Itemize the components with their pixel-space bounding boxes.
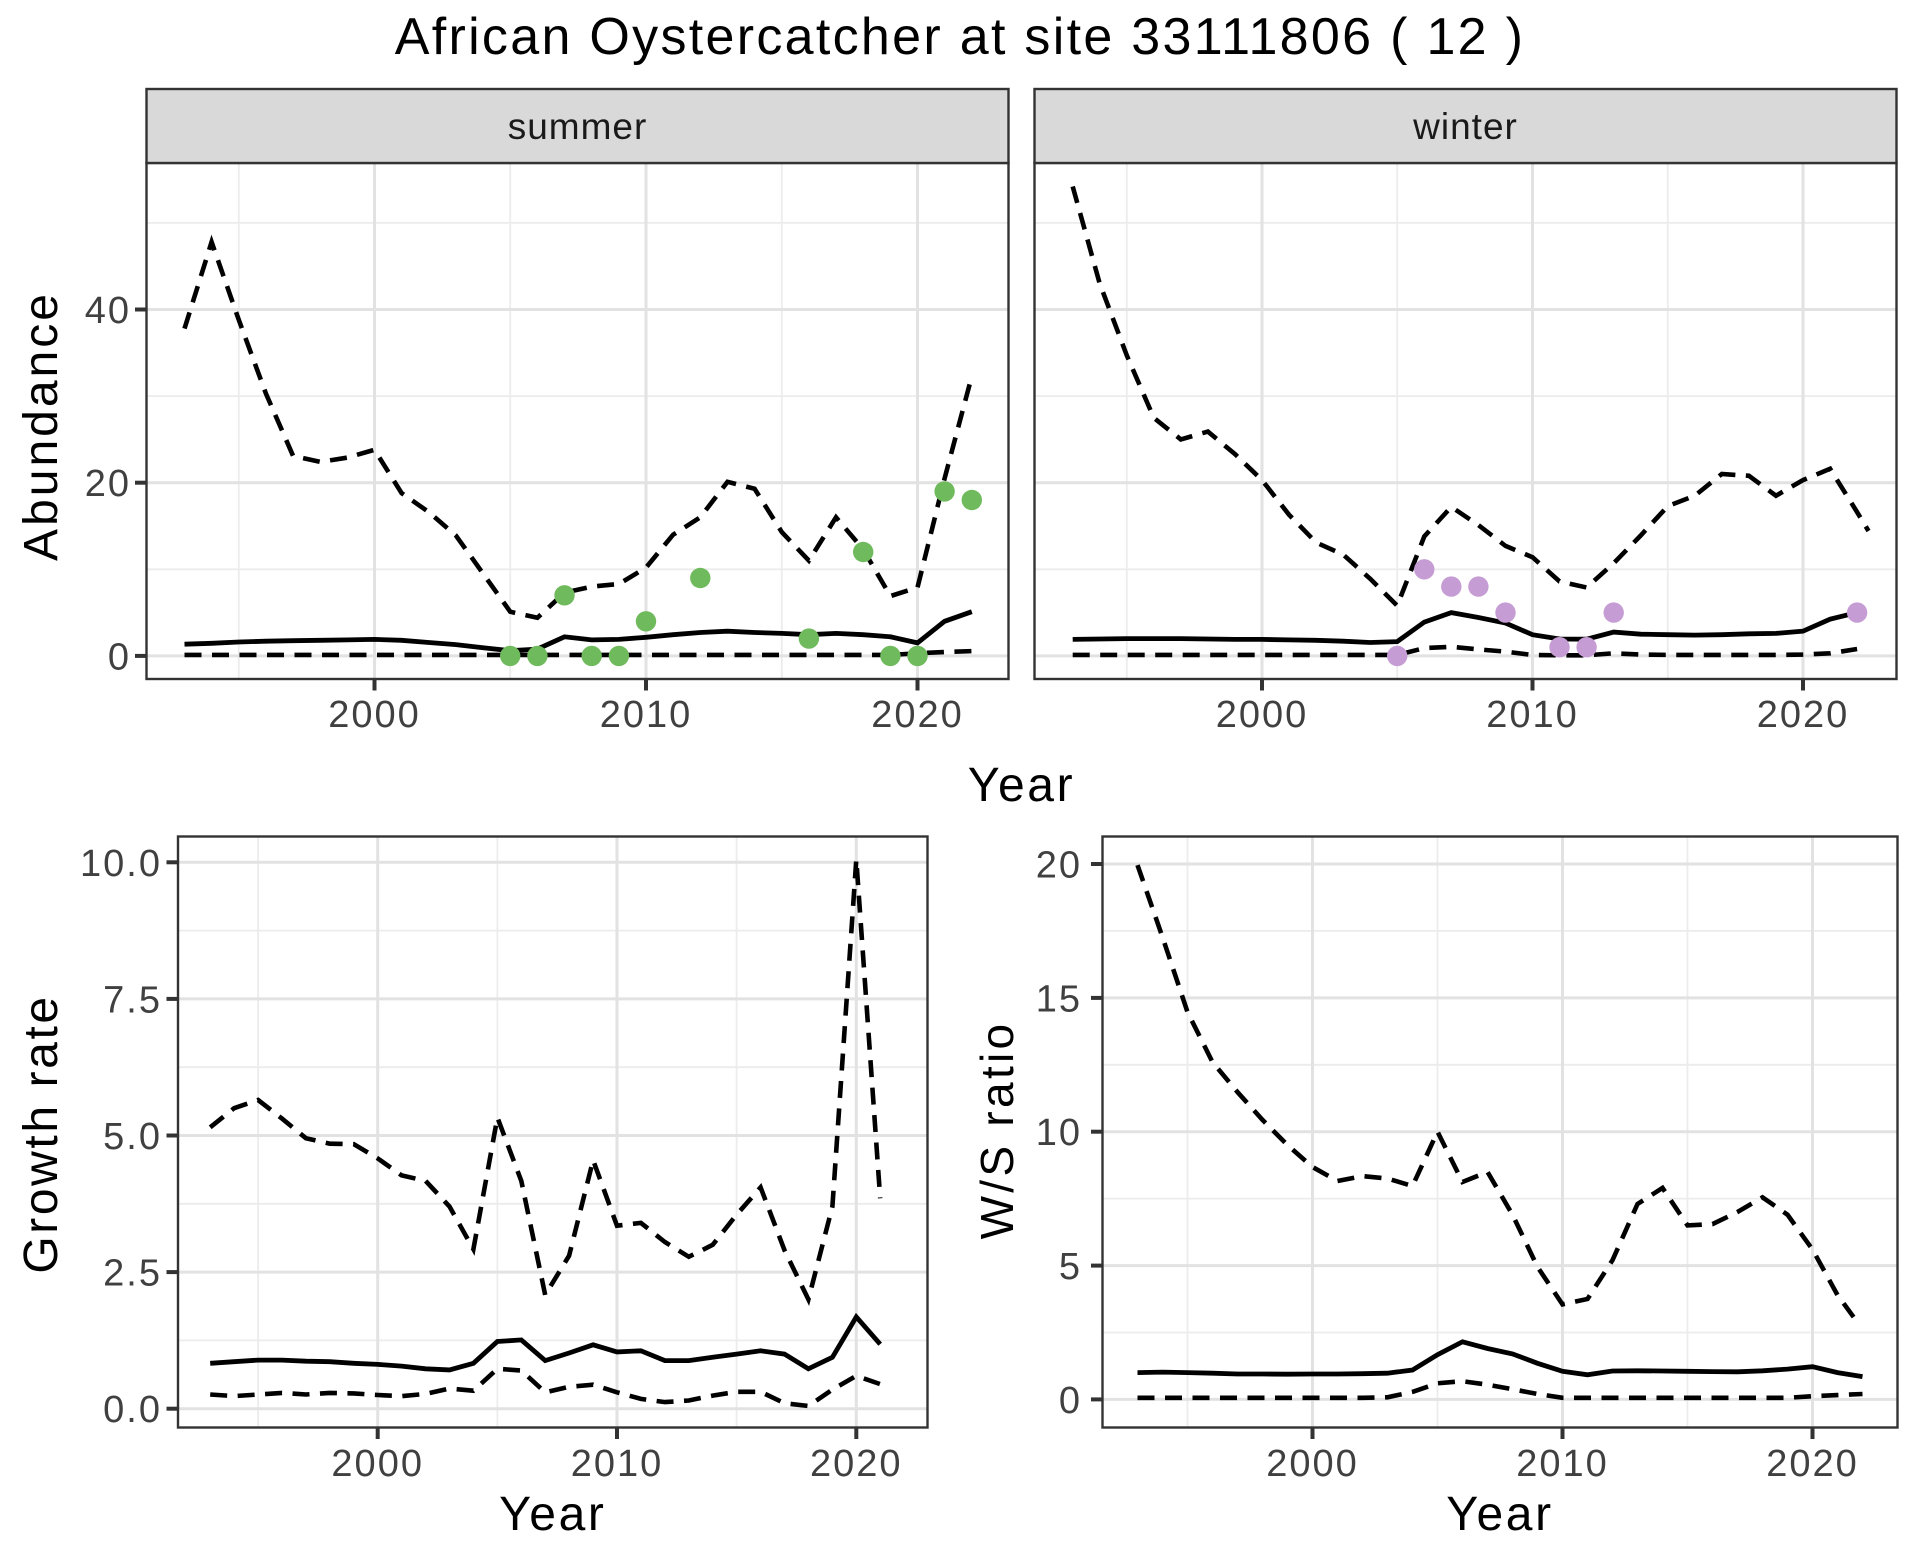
svg-text:African Oystercatcher at site: African Oystercatcher at site 33111806 (… — [395, 8, 1526, 66]
svg-text:Year: Year — [968, 759, 1075, 812]
svg-text:0.0: 0.0 — [103, 1389, 162, 1431]
svg-text:40: 40 — [85, 290, 131, 332]
svg-text:summer: summer — [508, 106, 648, 147]
svg-text:5: 5 — [1059, 1246, 1082, 1288]
svg-text:2020: 2020 — [810, 1443, 903, 1485]
svg-text:2010: 2010 — [600, 694, 693, 736]
svg-text:10: 10 — [1036, 1112, 1082, 1154]
svg-text:2000: 2000 — [331, 1443, 424, 1485]
svg-text:2010: 2010 — [571, 1443, 664, 1485]
svg-text:10.0: 10.0 — [80, 843, 162, 885]
svg-text:2000: 2000 — [1266, 1443, 1359, 1485]
svg-text:Year: Year — [499, 1488, 606, 1541]
svg-text:7.5: 7.5 — [103, 979, 162, 1021]
svg-text:2000: 2000 — [328, 694, 421, 736]
svg-text:Year: Year — [1446, 1488, 1553, 1541]
svg-text:20: 20 — [1036, 845, 1082, 887]
svg-text:0: 0 — [1059, 1380, 1082, 1422]
svg-text:2010: 2010 — [1516, 1443, 1609, 1485]
svg-text:15: 15 — [1036, 978, 1082, 1020]
svg-text:2010: 2010 — [1486, 694, 1579, 736]
svg-text:Abundance: Abundance — [15, 291, 68, 561]
svg-text:2020: 2020 — [871, 694, 964, 736]
svg-text:5.0: 5.0 — [103, 1116, 162, 1158]
svg-text:2020: 2020 — [1757, 694, 1850, 736]
svg-text:0: 0 — [108, 636, 131, 678]
svg-text:2000: 2000 — [1216, 694, 1309, 736]
svg-text:20: 20 — [85, 463, 131, 505]
svg-text:Growth rate: Growth rate — [15, 994, 68, 1273]
svg-text:2020: 2020 — [1766, 1443, 1859, 1485]
svg-text:winter: winter — [1412, 106, 1518, 147]
svg-text:W/S ratio: W/S ratio — [971, 1021, 1023, 1240]
svg-text:2.5: 2.5 — [103, 1253, 162, 1295]
